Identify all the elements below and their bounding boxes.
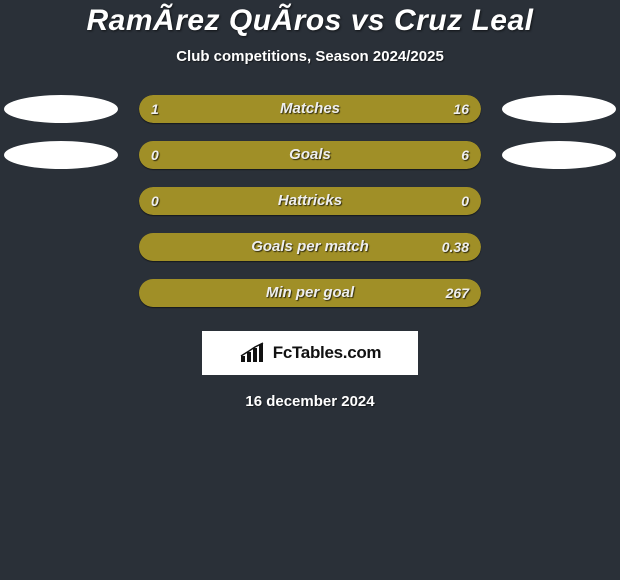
stat-row: 06Goals: [0, 141, 620, 169]
stat-bar: 0.38Goals per match: [139, 233, 481, 261]
stat-bar: 116Matches: [139, 95, 481, 123]
stat-bar: 00Hattricks: [139, 187, 481, 215]
vs-separator: vs: [351, 4, 385, 37]
subtitle: Club competitions, Season 2024/2025: [176, 48, 444, 65]
player2-logo-ellipse: [502, 141, 616, 169]
page-title: RamÃ­rez QuÃ­ros vs Cruz Leal: [87, 4, 534, 38]
stat-bar: 06Goals: [139, 141, 481, 169]
player1-logo-ellipse: [4, 141, 118, 169]
stat-label: Goals: [139, 141, 481, 169]
stat-row: 267Min per goal: [0, 279, 620, 307]
bars-icon: [239, 342, 267, 364]
brand-text: FcTables.com: [273, 343, 382, 363]
stat-row: 00Hattricks: [0, 187, 620, 215]
stat-row: 0.38Goals per match: [0, 233, 620, 261]
stat-label: Matches: [139, 95, 481, 123]
player1-logo-ellipse: [4, 95, 118, 123]
stat-label: Min per goal: [139, 279, 481, 307]
player2-name: Cruz Leal: [394, 4, 534, 37]
player1-name: RamÃ­rez QuÃ­ros: [87, 4, 342, 37]
comparison-widget: RamÃ­rez QuÃ­ros vs Cruz Leal Club compe…: [0, 0, 620, 410]
stat-row: 116Matches: [0, 95, 620, 123]
brand-badge[interactable]: FcTables.com: [202, 331, 418, 375]
stat-label: Goals per match: [139, 233, 481, 261]
stat-bar: 267Min per goal: [139, 279, 481, 307]
stat-rows: 116Matches 06Goals 00Hattricks 0.38Goals pe…: [0, 95, 620, 325]
player2-logo-ellipse: [502, 95, 616, 123]
date-text: 16 december 2024: [245, 393, 374, 410]
stat-label: Hattricks: [139, 187, 481, 215]
